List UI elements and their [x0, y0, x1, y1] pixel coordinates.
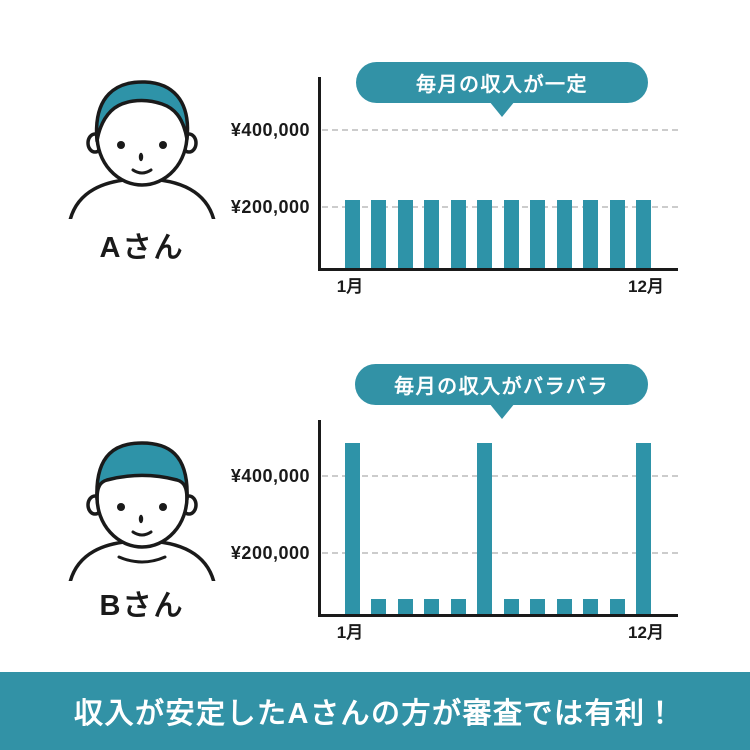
bar [397, 200, 413, 268]
gridline-400k [322, 475, 678, 477]
bar [424, 200, 440, 268]
bar [583, 599, 599, 614]
conclusion-text: 収入が安定したAさんの方が審査では有利！ [74, 698, 676, 730]
x-tick-label-jan: 1月 [336, 277, 364, 296]
hair [94, 80, 190, 143]
x-axis [318, 614, 678, 617]
income-bars-b [345, 442, 651, 614]
bar [424, 599, 440, 614]
y-tick-label-200k: ¥200,000 [230, 543, 310, 563]
mouth [131, 168, 153, 175]
bar [503, 200, 519, 268]
person-b-avatar [68, 441, 216, 581]
y-tick-label-400k: ¥400,000 [230, 466, 310, 486]
bar [371, 599, 387, 614]
bar [477, 443, 493, 614]
eye [117, 141, 125, 149]
income-bars-a [345, 96, 651, 268]
person-a-label: Aさん [99, 232, 185, 264]
bar [397, 599, 413, 614]
bar [345, 443, 360, 614]
gridline-200k [322, 552, 678, 554]
bar [609, 200, 625, 268]
bar [609, 599, 625, 614]
bar [450, 599, 466, 614]
eye [117, 503, 125, 511]
bar [450, 200, 466, 268]
x-tick-label-dec: 12月 [628, 277, 664, 296]
x-tick-label-jan: 1月 [336, 623, 364, 642]
speech-bubble-tail [488, 403, 515, 419]
bar [635, 200, 651, 268]
mouth [131, 530, 153, 537]
x-tick-label-dec: 12月 [628, 623, 664, 642]
person-b-speech-text: 毎月の収入がバラバラ [394, 376, 609, 398]
nose [138, 152, 144, 162]
y-tick-label-200k: ¥200,000 [230, 197, 310, 217]
gridline-200k [322, 206, 678, 208]
person-a-speech-bubble: 毎月の収入が一定 [356, 62, 648, 117]
person-b-label: Bさん [99, 590, 185, 622]
y-axis [318, 77, 321, 271]
hair [95, 441, 189, 501]
x-axis [318, 268, 678, 271]
bar [477, 200, 493, 268]
bar [556, 599, 572, 614]
eye [159, 141, 167, 149]
speech-bubble-tail [489, 101, 515, 117]
y-axis [318, 420, 321, 617]
eye [159, 503, 167, 511]
bar [530, 599, 546, 614]
bar [345, 200, 360, 268]
y-tick-label-400k: ¥400,000 [230, 120, 310, 140]
gridline-400k [322, 129, 678, 131]
person-a-avatar [68, 80, 216, 219]
bar [583, 200, 599, 268]
bar [530, 200, 546, 268]
bar [371, 200, 387, 268]
collar [117, 555, 167, 564]
nose [138, 514, 144, 524]
bar [635, 443, 651, 614]
conclusion-banner: 収入が安定したAさんの方が審査では有利！ [0, 672, 750, 750]
bar [503, 599, 519, 614]
bar [556, 200, 572, 268]
person-a-speech-text: 毎月の収入が一定 [416, 74, 588, 96]
person-b-speech-bubble: 毎月の収入がバラバラ [355, 364, 648, 419]
